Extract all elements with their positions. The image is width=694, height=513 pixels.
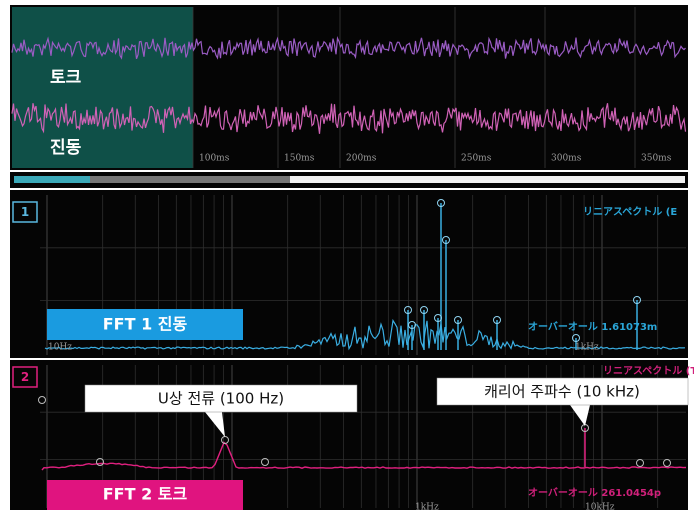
freq-label: 1kHz <box>415 503 439 513</box>
peak-marker <box>404 306 412 314</box>
fft-label-box <box>47 480 243 510</box>
spectrum-peaks <box>38 396 671 467</box>
panel-number: 2 <box>21 370 29 384</box>
peak-marker <box>420 306 428 314</box>
callout-text: 캐리어 주파수 (10 kHz) <box>484 383 640 401</box>
vibration-waveform <box>11 103 687 134</box>
overall-value: オーバーオール 1.61073m <box>528 321 657 333</box>
peak-marker <box>96 458 104 466</box>
peak-marker <box>636 459 644 467</box>
peak-marker <box>633 296 641 304</box>
fft-label-box <box>47 309 243 340</box>
spectrum-header: リニアスペクトル (T <box>603 365 694 377</box>
time-tick-label: 350ms <box>641 154 672 164</box>
peak-marker <box>437 199 445 207</box>
peak-marker <box>493 316 501 324</box>
peak-marker <box>442 236 450 244</box>
time-tick-label: 250ms <box>461 154 492 164</box>
waveform-grid <box>192 7 636 168</box>
selection-highlight <box>12 7 193 168</box>
freq-label: 10Hz <box>48 343 72 353</box>
callout-box <box>436 377 689 406</box>
peak-marker <box>454 316 462 324</box>
peak-marker <box>572 334 580 342</box>
spectrum-peaks <box>404 199 641 350</box>
spectrum-header: リニアスペクトル (E <box>583 206 677 218</box>
torque-waveform <box>11 36 686 60</box>
spectrum-line <box>44 318 686 351</box>
time-tick-label: 100ms <box>199 154 230 164</box>
peak-marker <box>38 396 46 404</box>
peak-marker <box>408 321 416 329</box>
scrollbar-region <box>290 176 685 183</box>
freq-label: 1kHz <box>575 343 599 353</box>
callout-text: U상 전류 (100 Hz) <box>158 390 284 408</box>
spectrum-line <box>41 441 687 471</box>
panel-badge[interactable] <box>12 366 38 388</box>
time-tick-label: 200ms <box>346 154 377 164</box>
fft-label: FFT 1 진동 <box>103 315 188 334</box>
peak-marker <box>261 458 269 466</box>
callout-box <box>84 384 358 413</box>
time-tick-label: 300ms <box>551 154 582 164</box>
fft-label: FFT 2 토크 <box>103 485 188 504</box>
panel-badge[interactable] <box>12 201 38 223</box>
channel-label: 진동 <box>50 138 82 158</box>
peak-marker <box>663 459 671 467</box>
channel-label: 토크 <box>50 68 82 88</box>
callout-pointer <box>570 405 590 426</box>
callout-pointer <box>205 412 225 437</box>
overall-value: オーバーオール 261.0454p <box>528 487 661 499</box>
peak-marker <box>434 314 442 322</box>
peak-marker <box>221 436 229 444</box>
panel-number: 1 <box>21 205 29 219</box>
scrollbar-thumb[interactable] <box>14 176 90 183</box>
scrollbar-region <box>90 176 290 183</box>
freq-label: 10kHz <box>585 503 615 513</box>
time-tick-label: 150ms <box>284 154 315 164</box>
